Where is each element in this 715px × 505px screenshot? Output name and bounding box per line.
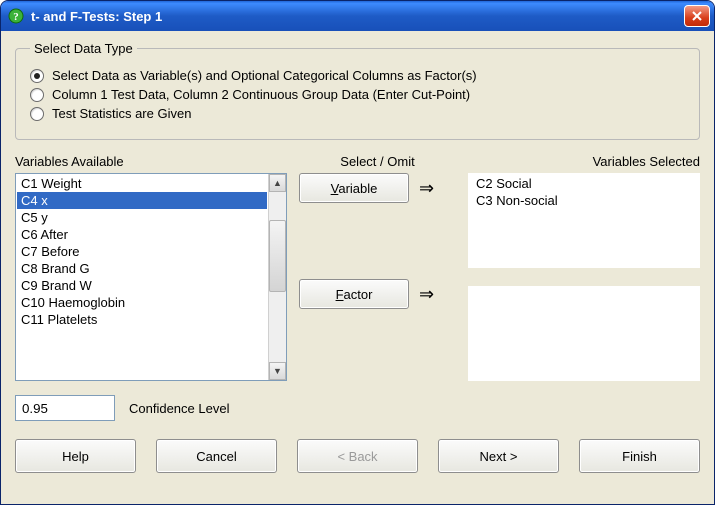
- variable-row: Variable ⇒: [299, 173, 456, 203]
- cancel-button[interactable]: Cancel: [156, 439, 277, 473]
- scroll-track[interactable]: [269, 192, 286, 362]
- close-button[interactable]: [684, 5, 710, 27]
- list-item[interactable]: C3 Non-social: [472, 192, 696, 209]
- scrollbar[interactable]: ▲ ▼: [268, 174, 286, 380]
- factor-row: Factor ⇒: [299, 279, 456, 309]
- finish-button[interactable]: Finish: [579, 439, 700, 473]
- list-item[interactable]: C5 y: [17, 209, 267, 226]
- group-legend: Select Data Type: [30, 41, 137, 56]
- window-title: t- and F-Tests: Step 1: [31, 9, 684, 24]
- data-type-group: Select Data Type Select Data as Variable…: [15, 41, 700, 140]
- list-item[interactable]: C7 Before: [17, 243, 267, 260]
- radio-dot-icon[interactable]: [30, 88, 44, 102]
- radio-dot-icon[interactable]: [30, 107, 44, 121]
- selected-label: Variables Selected: [468, 154, 700, 169]
- list-item[interactable]: C10 Haemoglobin: [17, 294, 267, 311]
- select-omit-label: Select / Omit: [299, 154, 456, 169]
- factor-button[interactable]: Factor: [299, 279, 409, 309]
- back-button[interactable]: < Back: [297, 439, 418, 473]
- list-item[interactable]: C4 x: [17, 192, 267, 209]
- next-button[interactable]: Next >: [438, 439, 559, 473]
- radio-option[interactable]: Column 1 Test Data, Column 2 Continuous …: [30, 87, 685, 102]
- confidence-row: Confidence Level: [15, 395, 700, 421]
- svg-text:?: ?: [13, 11, 19, 23]
- columns-region: Variables Available C1 WeightC4 xC5 yC6 …: [15, 152, 700, 381]
- selected-column: Variables Selected C2 SocialC3 Non-socia…: [468, 152, 700, 381]
- middle-column: Select / Omit Variable ⇒ Factor ⇒: [299, 152, 456, 381]
- help-button[interactable]: Help: [15, 439, 136, 473]
- list-item[interactable]: C11 Platelets: [17, 311, 267, 328]
- list-item[interactable]: C8 Brand G: [17, 260, 267, 277]
- list-item[interactable]: C6 After: [17, 226, 267, 243]
- available-label: Variables Available: [15, 154, 287, 169]
- radio-dot-icon[interactable]: [30, 69, 44, 83]
- scroll-up-button[interactable]: ▲: [269, 174, 286, 192]
- scroll-down-button[interactable]: ▼: [269, 362, 286, 380]
- available-list-inner[interactable]: C1 WeightC4 xC5 yC6 AfterC7 BeforeC8 Bra…: [16, 174, 268, 380]
- scroll-thumb[interactable]: [269, 220, 286, 292]
- titlebar[interactable]: ? t- and F-Tests: Step 1: [1, 1, 714, 31]
- selected-vars-listbox[interactable]: C2 SocialC3 Non-social: [468, 173, 700, 268]
- confidence-input[interactable]: [15, 395, 115, 421]
- selected-factors-listbox[interactable]: [468, 286, 700, 381]
- variable-button[interactable]: Variable: [299, 173, 409, 203]
- list-item[interactable]: C9 Brand W: [17, 277, 267, 294]
- dialog-window: ? t- and F-Tests: Step 1 Select Data Typ…: [0, 0, 715, 505]
- list-item[interactable]: C2 Social: [472, 175, 696, 192]
- available-column: Variables Available C1 WeightC4 xC5 yC6 …: [15, 152, 287, 381]
- radio-option[interactable]: Select Data as Variable(s) and Optional …: [30, 68, 685, 83]
- radio-label: Test Statistics are Given: [52, 106, 191, 121]
- confidence-label: Confidence Level: [129, 401, 229, 416]
- dialog-body: Select Data Type Select Data as Variable…: [1, 31, 714, 504]
- list-item[interactable]: C1 Weight: [17, 175, 267, 192]
- radio-label: Column 1 Test Data, Column 2 Continuous …: [52, 87, 470, 102]
- help-icon: ?: [7, 7, 25, 25]
- radio-option[interactable]: Test Statistics are Given: [30, 106, 685, 121]
- available-listbox[interactable]: C1 WeightC4 xC5 yC6 AfterC7 BeforeC8 Bra…: [15, 173, 287, 381]
- radio-label: Select Data as Variable(s) and Optional …: [52, 68, 477, 83]
- arrow-right-icon: ⇒: [419, 284, 434, 305]
- close-icon: [691, 10, 703, 22]
- arrow-right-icon: ⇒: [419, 178, 434, 199]
- footer-buttons: Help Cancel < Back Next > Finish: [15, 439, 700, 473]
